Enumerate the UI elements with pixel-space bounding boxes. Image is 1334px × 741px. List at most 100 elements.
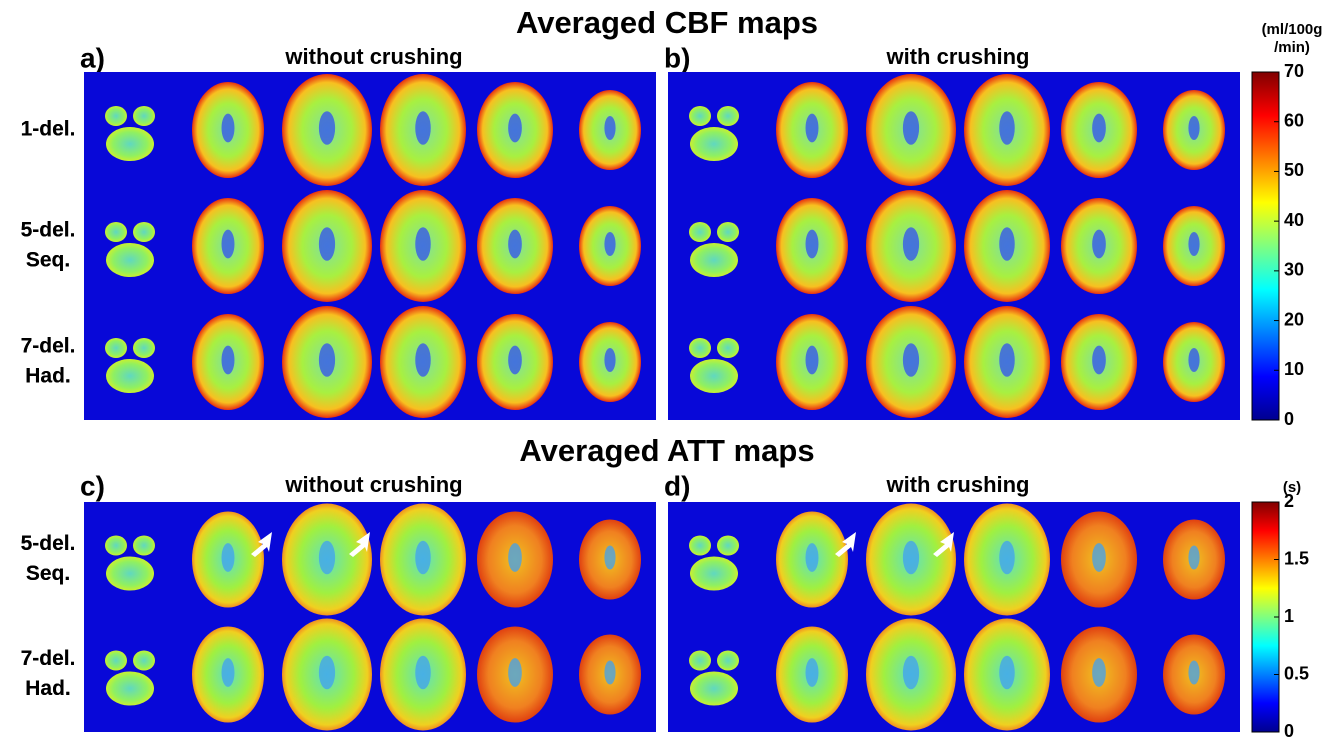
- brain-ventricle: [415, 111, 430, 145]
- brain-slice: [690, 243, 738, 277]
- brain-ventricle: [999, 541, 1014, 575]
- brain-ventricle: [1188, 348, 1199, 372]
- brain-slice: [105, 338, 127, 358]
- brain-ventricle: [999, 343, 1014, 377]
- brain-slice: [689, 222, 711, 242]
- row-label: Seq.: [26, 562, 70, 585]
- brain-slice: [133, 536, 155, 556]
- brain-ventricle: [1188, 116, 1199, 140]
- brain-ventricle: [604, 661, 615, 685]
- brain-ventricle: [508, 114, 522, 143]
- brain-ventricle: [1188, 661, 1199, 685]
- row-label: 5-del.: [21, 219, 76, 242]
- colorbar-unit: /min): [1274, 39, 1310, 56]
- brain-ventricle: [319, 111, 335, 145]
- row-label: 1-del.: [21, 118, 76, 141]
- colorbar-tick-label: 0: [1284, 409, 1294, 429]
- brain-ventricle: [903, 541, 919, 575]
- brain-ventricle: [508, 658, 522, 687]
- panel-label: d): [664, 470, 690, 501]
- colorbar-tick-label: 30: [1284, 260, 1304, 280]
- brain-ventricle: [806, 230, 819, 259]
- colorbar-tick-label: 0.5: [1284, 663, 1309, 683]
- brain-slice: [106, 359, 154, 393]
- brain-ventricle: [319, 227, 335, 261]
- section-title: Averaged CBF maps: [516, 5, 818, 40]
- brain-ventricle: [1092, 543, 1106, 572]
- brain-slice: [106, 243, 154, 277]
- row-label: Seq.: [26, 249, 70, 272]
- brain-ventricle: [604, 348, 615, 372]
- brain-slice: [105, 106, 127, 126]
- panel-subtitle: without crushing: [284, 472, 462, 497]
- brain-ventricle: [1092, 658, 1106, 687]
- brain-slice: [690, 127, 738, 161]
- panel-label: c): [80, 470, 105, 501]
- brain-slice: [133, 338, 155, 358]
- brain-ventricle: [903, 656, 919, 690]
- brain-slice: [690, 672, 738, 706]
- map-panel: [84, 502, 656, 732]
- colorbar-tick-label: 50: [1284, 160, 1304, 180]
- brain-slice: [690, 359, 738, 393]
- brain-ventricle: [806, 114, 819, 143]
- brain-ventricle: [1188, 546, 1199, 570]
- brain-slice: [105, 536, 127, 556]
- brain-slice: [133, 106, 155, 126]
- panel-subtitle: with crushing: [886, 472, 1030, 497]
- brain-ventricle: [222, 543, 235, 572]
- panel-subtitle: without crushing: [284, 44, 462, 69]
- brain-slice: [689, 651, 711, 671]
- row-label: 7-del.: [21, 335, 76, 358]
- brain-ventricle: [222, 658, 235, 687]
- brain-ventricle: [508, 346, 522, 375]
- brain-slice: [133, 222, 155, 242]
- colorbar-tick-label: 20: [1284, 309, 1304, 329]
- brain-ventricle: [806, 658, 819, 687]
- brain-slice: [106, 127, 154, 161]
- brain-ventricle: [999, 227, 1014, 261]
- brain-ventricle: [999, 656, 1014, 690]
- brain-ventricle: [222, 114, 235, 143]
- panel-subtitle: with crushing: [886, 44, 1030, 69]
- brain-ventricle: [806, 543, 819, 572]
- panel-label: b): [664, 42, 690, 73]
- brain-ventricle: [415, 343, 430, 377]
- brain-ventricle: [415, 541, 430, 575]
- colorbar-tick-label: 60: [1284, 110, 1304, 130]
- map-panel: [668, 502, 1240, 732]
- brain-slice: [717, 106, 739, 126]
- brain-ventricle: [903, 227, 919, 261]
- brain-slice: [106, 672, 154, 706]
- brain-ventricle: [415, 227, 430, 261]
- brain-ventricle: [806, 346, 819, 375]
- brain-ventricle: [1092, 346, 1106, 375]
- brain-ventricle: [604, 116, 615, 140]
- brain-ventricle: [604, 546, 615, 570]
- brain-slice: [690, 557, 738, 591]
- brain-ventricle: [319, 343, 335, 377]
- brain-slice: [689, 106, 711, 126]
- brain-slice: [717, 338, 739, 358]
- brain-slice: [105, 651, 127, 671]
- panel-label: a): [80, 42, 105, 73]
- colorbar-tick-label: 70: [1284, 61, 1304, 81]
- brain-ventricle: [415, 656, 430, 690]
- brain-ventricle: [222, 230, 235, 259]
- brain-ventricle: [508, 543, 522, 572]
- brain-slice: [717, 651, 739, 671]
- section-title: Averaged ATT maps: [519, 433, 814, 468]
- colorbar-tick-label: 1.5: [1284, 548, 1309, 568]
- brain-ventricle: [319, 656, 335, 690]
- brain-slice: [717, 536, 739, 556]
- colorbar-unit: (ml/100g: [1262, 21, 1323, 38]
- figure: Averaged CBF maps a) without crushing 1-del…: [0, 0, 1334, 741]
- colorbar-unit: (s): [1283, 479, 1301, 496]
- brain-slice: [133, 651, 155, 671]
- colorbar-tick-label: 1: [1284, 606, 1294, 626]
- row-label: 5-del.: [21, 532, 76, 555]
- row-label: 7-del.: [21, 647, 76, 670]
- colorbar-tick-label: 0: [1284, 721, 1294, 741]
- brain-ventricle: [999, 111, 1014, 145]
- brain-slice: [689, 536, 711, 556]
